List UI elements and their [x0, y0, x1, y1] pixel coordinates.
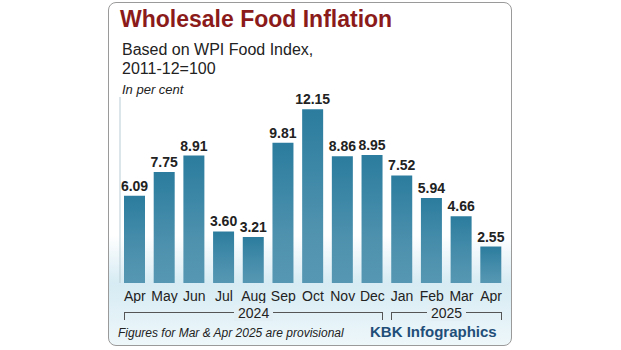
svg-text:Jan: Jan [391, 288, 414, 303]
svg-text:7.52: 7.52 [388, 157, 415, 173]
svg-text:3.21: 3.21 [240, 219, 267, 235]
svg-text:Dec: Dec [360, 288, 385, 303]
html-text:Figures for Mar & Apr 2025 are: Figures for Mar & Apr 2025 are provision… [118, 326, 344, 340]
svg-text:Oct: Oct [302, 288, 324, 303]
svg-text:2.55: 2.55 [477, 229, 504, 245]
svg-text:Apr: Apr [124, 288, 146, 303]
svg-text:Jul: Jul [215, 288, 233, 303]
html-text:In per cent: In per cent [122, 82, 184, 97]
svg-text:8.91: 8.91 [180, 138, 207, 154]
svg-text:Nov: Nov [330, 288, 355, 303]
svg-text:Feb: Feb [420, 288, 444, 303]
html-text:KBK Infographics: KBK Infographics [370, 323, 497, 340]
html-text:2025: 2025 [431, 305, 463, 321]
svg-text:8.95: 8.95 [358, 137, 385, 153]
html-text:Wholesale Food Inflation: Wholesale Food Inflation [120, 6, 393, 32]
svg-text:6.09: 6.09 [121, 178, 148, 194]
svg-text:3.60: 3.60 [210, 213, 237, 229]
svg-text:4.66: 4.66 [447, 198, 474, 214]
svg-text:Jun: Jun [183, 288, 206, 303]
svg-text:May: May [151, 288, 177, 303]
svg-text:7.75: 7.75 [151, 154, 178, 170]
html-text:Based on WPI Food Index, 2011-: Based on WPI Food Index, 2011-12=100 [122, 41, 314, 77]
svg-text:Mar: Mar [449, 288, 473, 303]
svg-text:5.94: 5.94 [418, 180, 445, 196]
svg-text:9.81: 9.81 [269, 125, 296, 141]
svg-text:Apr: Apr [480, 288, 502, 303]
svg-text:12.15: 12.15 [295, 91, 330, 107]
svg-text:8.86: 8.86 [329, 138, 356, 154]
svg-text:Sep: Sep [271, 288, 296, 303]
svg-text:Aug: Aug [241, 288, 266, 303]
html-text:2024: 2024 [238, 305, 270, 321]
